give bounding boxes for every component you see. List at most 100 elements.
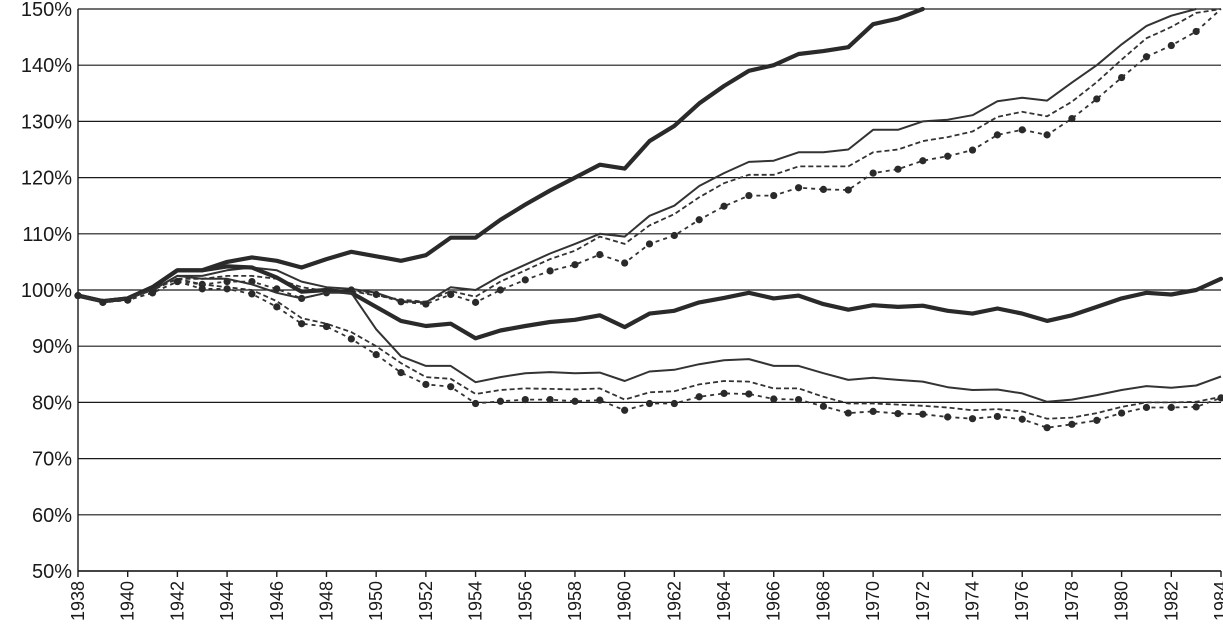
series-point-lower-dotted-7 (248, 290, 256, 298)
x-tick-label-21: 1980 (1112, 581, 1132, 621)
series-line-upper-bold (75, 6, 925, 304)
series-point-lower-dotted-44 (1167, 403, 1175, 412)
y-tick-label-6: 110% (22, 224, 72, 246)
y-tick-label-10: 150% (21, 0, 72, 21)
y-tick-label-8: 130% (21, 111, 72, 133)
series-point-upper-dotted-16 (471, 298, 480, 306)
series-point-upper-dotted-39 (1043, 131, 1051, 139)
x-tick-label-5: 1948 (316, 581, 336, 621)
series-point-lower-dotted-22 (621, 406, 629, 414)
series-point-lower-dotted-27 (745, 390, 753, 398)
x-tick-label-16: 1970 (863, 581, 883, 621)
x-tick-label-4: 1946 (267, 581, 287, 621)
x-tick-label-0: 1938 (68, 581, 88, 621)
axes (77, 9, 1222, 577)
series-point-lower-dotted-21 (596, 396, 604, 404)
series-point-lower-dotted-15 (447, 383, 455, 391)
series-point-upper-dotted-12 (372, 290, 380, 299)
series-point-lower-dotted-37 (993, 412, 1001, 421)
series-point-lower-dotted-8 (273, 303, 281, 311)
x-axis-tick-labels: 1938 1940 1942 1944 1946 1948 1950 1952 1954 1956… (68, 581, 1223, 621)
series-point-lower-dotted-16 (471, 399, 480, 408)
series-point-upper-dotted-34 (919, 157, 927, 165)
series-point-lower-dotted-42 (1118, 409, 1126, 417)
series-point-lower-dotted-5 (198, 285, 206, 293)
y-axis-tick-labels: 50% 60% 70% 80% 90% 100% 110% 120% 130% 140% 150% (21, 0, 72, 583)
y-tick-label-2: 70% (32, 449, 72, 471)
series-point-upper-dotted-27 (745, 191, 753, 200)
series-point-lower-dotted-36 (968, 415, 977, 423)
series-point-lower-dotted-38 (1018, 415, 1026, 423)
series-point-lower-dotted-6 (223, 285, 231, 293)
series-point-lower-dotted-31 (844, 409, 852, 417)
series-point-lower-dotted-24 (670, 399, 678, 408)
series-point-upper-dotted-13 (397, 298, 405, 306)
series-point-upper-dotted-32 (869, 169, 877, 177)
series-point-upper-dotted-29 (794, 184, 803, 192)
series-point-upper-dotted-44 (1167, 41, 1175, 50)
series-point-lower-dotted-26 (720, 389, 728, 398)
series-point-upper-dotted-15 (447, 290, 455, 299)
series-line-middle-bold (75, 264, 1223, 341)
series-point-lower-dotted-40 (1068, 420, 1076, 428)
series-point-lower-dotted-32 (869, 407, 877, 415)
series-point-lower-dotted-0 (74, 292, 82, 300)
series-point-lower-dotted-35 (944, 413, 952, 421)
series-point-upper-dotted-24 (670, 231, 678, 240)
series-point-upper-dotted-42 (1118, 73, 1126, 82)
series-point-lower-dotted-14 (422, 380, 430, 389)
series-point-upper-dotted-36 (968, 146, 977, 154)
series-point-upper-dotted-45 (1192, 27, 1200, 36)
series-point-upper-dotted-33 (894, 165, 902, 173)
x-tick-label-12: 1962 (664, 581, 684, 621)
series-point-lower-dotted-45 (1192, 403, 1200, 411)
series-line-upper-dashed (77, 8, 1222, 303)
series-point-lower-dotted-33 (894, 410, 902, 418)
series-point-upper-dotted-20 (571, 261, 579, 269)
series-point-upper-dotted-40 (1068, 114, 1076, 123)
x-tick-label-3: 1944 (217, 581, 237, 621)
y-tick-label-9: 140% (21, 55, 72, 77)
series-point-lower-dotted-19 (546, 395, 554, 404)
series-point-lower-dotted-10 (322, 322, 331, 331)
series-point-upper-dotted-17 (496, 286, 505, 294)
series-point-upper-dotted-38 (1018, 126, 1026, 134)
x-tick-label-6: 1950 (366, 581, 386, 621)
series-point-lower-dotted-23 (645, 399, 654, 408)
series-point-lower-dotted-20 (571, 397, 579, 405)
series-group (74, 6, 1223, 432)
series-point-upper-dotted-14 (422, 300, 430, 308)
x-tick-label-9: 1956 (515, 581, 535, 621)
series-line-lower-thin (77, 274, 1222, 403)
series-point-lower-dotted-3 (148, 289, 157, 297)
x-tick-label-18: 1974 (963, 581, 983, 621)
series-point-lower-dotted-34 (919, 410, 927, 418)
series-point-upper-dotted-26 (720, 202, 728, 210)
series-point-upper-dotted-21 (596, 250, 604, 259)
x-tick-label-8: 1954 (466, 581, 486, 621)
y-tick-label-0: 50% (32, 561, 72, 583)
series-point-upper-dotted-19 (546, 267, 554, 275)
series-point-upper-dotted-18 (521, 276, 529, 284)
x-tick-label-11: 1960 (615, 581, 635, 621)
y-tick-label-3: 80% (32, 392, 72, 414)
x-tick-label-15: 1968 (813, 581, 833, 621)
y-tick-label-5: 100% (21, 280, 72, 302)
series-point-lower-dotted-12 (372, 351, 380, 359)
series-point-lower-dotted-2 (124, 296, 132, 304)
series-point-upper-dotted-37 (993, 131, 1001, 139)
y-tick-label-1: 60% (32, 505, 72, 527)
series-point-lower-dotted-46 (1217, 394, 1223, 402)
series-point-lower-dotted-25 (695, 393, 703, 401)
x-tick-label-23: 1984 (1211, 581, 1223, 621)
series-point-upper-dotted-8 (273, 285, 281, 293)
series-line-upper-thin (77, 8, 1197, 304)
series-point-lower-dotted-13 (397, 369, 405, 377)
series-point-upper-dotted-30 (819, 185, 828, 194)
x-tick-label-10: 1958 (565, 581, 585, 621)
series-point-lower-dotted-17 (496, 397, 505, 405)
series-point-lower-dotted-29 (794, 395, 803, 404)
series-point-upper-dotted-23 (645, 240, 654, 248)
